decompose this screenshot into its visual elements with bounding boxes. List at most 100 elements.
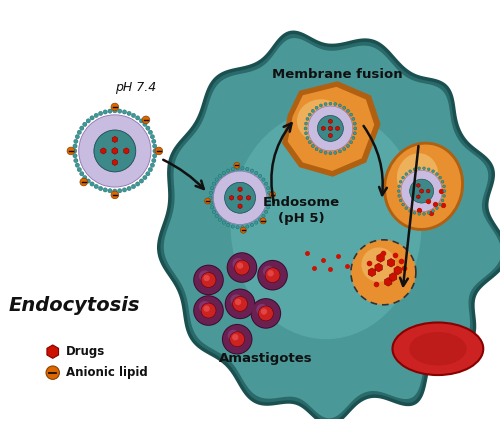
- Circle shape: [250, 223, 254, 227]
- Circle shape: [268, 196, 272, 199]
- Circle shape: [306, 118, 309, 121]
- Circle shape: [77, 130, 82, 134]
- Circle shape: [67, 147, 74, 155]
- Circle shape: [254, 221, 258, 224]
- Circle shape: [204, 275, 210, 281]
- Circle shape: [304, 122, 308, 125]
- Circle shape: [118, 109, 122, 113]
- Circle shape: [113, 109, 117, 113]
- Circle shape: [150, 135, 154, 139]
- Circle shape: [422, 167, 426, 169]
- Circle shape: [350, 141, 352, 144]
- Circle shape: [122, 110, 126, 114]
- Circle shape: [140, 179, 143, 183]
- Circle shape: [98, 111, 102, 115]
- Circle shape: [194, 296, 223, 325]
- Circle shape: [441, 180, 444, 183]
- Circle shape: [228, 253, 256, 282]
- Circle shape: [362, 248, 396, 282]
- Ellipse shape: [397, 153, 438, 199]
- Circle shape: [80, 178, 88, 186]
- Circle shape: [261, 308, 267, 314]
- Circle shape: [266, 187, 270, 190]
- Circle shape: [152, 154, 157, 158]
- Circle shape: [270, 191, 276, 197]
- Circle shape: [209, 191, 212, 194]
- Circle shape: [155, 147, 162, 155]
- Circle shape: [209, 201, 212, 204]
- Circle shape: [304, 132, 308, 135]
- Circle shape: [90, 182, 94, 186]
- Circle shape: [225, 289, 256, 319]
- Circle shape: [74, 139, 78, 143]
- Circle shape: [103, 110, 108, 114]
- Circle shape: [264, 182, 268, 185]
- Circle shape: [98, 186, 102, 190]
- Circle shape: [334, 151, 337, 154]
- Polygon shape: [282, 81, 380, 177]
- Circle shape: [410, 179, 434, 203]
- Text: pH 7.4: pH 7.4: [116, 82, 156, 94]
- Circle shape: [150, 163, 154, 167]
- Circle shape: [132, 113, 136, 118]
- Circle shape: [230, 332, 244, 347]
- Circle shape: [352, 118, 355, 121]
- Circle shape: [436, 173, 438, 175]
- Circle shape: [443, 190, 446, 193]
- Circle shape: [398, 194, 400, 197]
- Circle shape: [215, 214, 218, 218]
- Circle shape: [223, 325, 252, 353]
- Circle shape: [232, 296, 248, 311]
- Circle shape: [246, 167, 249, 171]
- Text: Endocytosis: Endocytosis: [9, 296, 140, 315]
- Circle shape: [193, 265, 224, 295]
- Circle shape: [72, 149, 77, 153]
- Circle shape: [268, 270, 274, 276]
- Circle shape: [422, 212, 426, 215]
- Circle shape: [132, 184, 136, 189]
- Circle shape: [398, 190, 400, 193]
- Circle shape: [268, 191, 271, 194]
- Circle shape: [210, 206, 214, 209]
- Circle shape: [262, 214, 265, 218]
- Circle shape: [256, 304, 268, 315]
- Circle shape: [342, 148, 345, 151]
- Circle shape: [234, 162, 240, 168]
- Circle shape: [218, 218, 222, 221]
- Circle shape: [258, 261, 287, 290]
- Circle shape: [342, 106, 345, 109]
- Circle shape: [432, 170, 434, 172]
- Circle shape: [103, 188, 108, 192]
- Circle shape: [338, 150, 342, 153]
- Circle shape: [86, 179, 90, 183]
- Polygon shape: [164, 38, 500, 418]
- Circle shape: [351, 240, 416, 305]
- Circle shape: [222, 324, 252, 354]
- Circle shape: [108, 109, 112, 113]
- Circle shape: [354, 127, 357, 130]
- Circle shape: [212, 210, 216, 214]
- Circle shape: [232, 258, 244, 269]
- Circle shape: [266, 206, 270, 209]
- Circle shape: [234, 260, 250, 275]
- Circle shape: [94, 184, 98, 189]
- Circle shape: [428, 168, 430, 171]
- Circle shape: [413, 168, 416, 171]
- Circle shape: [113, 189, 117, 193]
- Circle shape: [315, 106, 318, 109]
- Circle shape: [152, 144, 157, 148]
- Circle shape: [215, 178, 218, 181]
- Circle shape: [75, 135, 80, 139]
- Circle shape: [80, 126, 84, 130]
- Circle shape: [222, 171, 226, 175]
- Circle shape: [201, 303, 216, 318]
- Circle shape: [324, 103, 327, 106]
- Circle shape: [241, 226, 244, 229]
- Circle shape: [402, 203, 404, 206]
- Circle shape: [315, 148, 318, 151]
- Circle shape: [418, 167, 420, 169]
- Circle shape: [439, 176, 442, 179]
- Circle shape: [304, 127, 307, 130]
- Circle shape: [204, 198, 210, 204]
- Circle shape: [258, 306, 274, 321]
